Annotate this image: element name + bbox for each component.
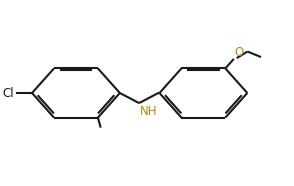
Text: Cl: Cl [2, 86, 14, 100]
Text: NH: NH [140, 105, 158, 118]
Text: O: O [234, 46, 244, 59]
